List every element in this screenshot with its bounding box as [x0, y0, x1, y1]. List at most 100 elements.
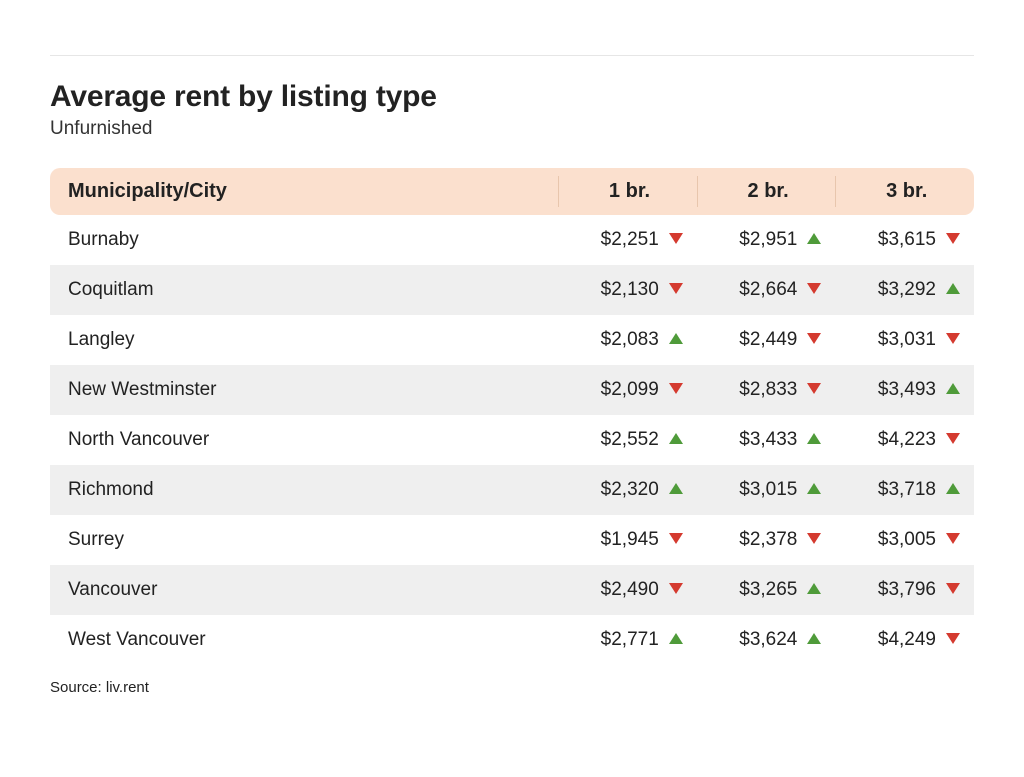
value-cell: $3,265 — [697, 565, 836, 615]
trend-up-icon — [669, 483, 683, 494]
trend-up-icon — [807, 583, 821, 594]
rent-table: Municipality/City 1 br. 2 br. 3 br. Burn… — [50, 168, 974, 665]
value-cell: $2,083 — [558, 315, 697, 365]
source-label: Source: — [50, 679, 102, 696]
source-value: liv.rent — [106, 679, 149, 696]
amount: $2,449 — [727, 329, 797, 351]
table-header: Municipality/City 1 br. 2 br. 3 br. — [50, 168, 974, 215]
col-header-3br: 3 br. — [835, 168, 974, 215]
trend-down-icon — [946, 333, 960, 344]
value-cell: $2,552 — [558, 415, 697, 465]
city-cell: Burnaby — [50, 215, 558, 265]
source-line: Source: liv.rent — [50, 679, 974, 696]
value-cell: $2,771 — [558, 615, 697, 665]
trend-up-icon — [669, 433, 683, 444]
amount: $2,490 — [589, 579, 659, 601]
trend-up-icon — [946, 283, 960, 294]
value-cell: $2,251 — [558, 215, 697, 265]
value-cell: $2,449 — [697, 315, 836, 365]
amount: $4,249 — [866, 629, 936, 651]
trend-down-icon — [807, 383, 821, 394]
city-cell: North Vancouver — [50, 415, 558, 465]
value-cell: $3,005 — [835, 515, 974, 565]
value-cell: $3,718 — [835, 465, 974, 515]
page: Average rent by listing type Unfurnished… — [0, 55, 1024, 696]
city-cell: Richmond — [50, 465, 558, 515]
amount: $3,292 — [866, 279, 936, 301]
trend-down-icon — [946, 433, 960, 444]
amount: $3,624 — [727, 629, 797, 651]
trend-up-icon — [946, 483, 960, 494]
amount: $3,005 — [866, 529, 936, 551]
value-cell: $2,320 — [558, 465, 697, 515]
trend-down-icon — [669, 283, 683, 294]
value-cell: $3,615 — [835, 215, 974, 265]
amount: $2,552 — [589, 429, 659, 451]
amount: $3,015 — [727, 479, 797, 501]
amount: $2,130 — [589, 279, 659, 301]
amount: $2,099 — [589, 379, 659, 401]
trend-down-icon — [669, 383, 683, 394]
table-row: Burnaby $2,251 $2,951 $3,615 — [50, 215, 974, 265]
city-cell: Coquitlam — [50, 265, 558, 315]
col-header-2br: 2 br. — [697, 168, 836, 215]
table-row: Langley $2,083 $2,449 $3,031 — [50, 315, 974, 365]
trend-down-icon — [669, 533, 683, 544]
trend-down-icon — [669, 583, 683, 594]
value-cell: $2,378 — [697, 515, 836, 565]
trend-down-icon — [946, 533, 960, 544]
amount: $3,493 — [866, 379, 936, 401]
table-row: Vancouver $2,490 $3,265 $3,796 — [50, 565, 974, 615]
value-cell: $4,223 — [835, 415, 974, 465]
amount: $2,083 — [589, 329, 659, 351]
value-cell: $2,833 — [697, 365, 836, 415]
trend-up-icon — [946, 383, 960, 394]
city-cell: Langley — [50, 315, 558, 365]
amount: $3,433 — [727, 429, 797, 451]
value-cell: $2,099 — [558, 365, 697, 415]
col-header-city: Municipality/City — [50, 168, 558, 215]
trend-down-icon — [669, 233, 683, 244]
amount: $2,251 — [589, 229, 659, 251]
value-cell: $1,945 — [558, 515, 697, 565]
value-cell: $2,664 — [697, 265, 836, 315]
trend-down-icon — [946, 583, 960, 594]
city-cell: Vancouver — [50, 565, 558, 615]
trend-up-icon — [807, 633, 821, 644]
amount: $2,664 — [727, 279, 797, 301]
table-row: Richmond $2,320 $3,015 $3,718 — [50, 465, 974, 515]
trend-up-icon — [807, 233, 821, 244]
value-cell: $3,433 — [697, 415, 836, 465]
trend-up-icon — [669, 633, 683, 644]
trend-up-icon — [669, 333, 683, 344]
amount: $4,223 — [866, 429, 936, 451]
value-cell: $3,796 — [835, 565, 974, 615]
amount: $2,320 — [589, 479, 659, 501]
value-cell: $2,490 — [558, 565, 697, 615]
top-rule — [50, 55, 974, 56]
amount: $3,615 — [866, 229, 936, 251]
amount: $2,951 — [727, 229, 797, 251]
value-cell: $2,130 — [558, 265, 697, 315]
city-cell: New Westminster — [50, 365, 558, 415]
value-cell: $3,292 — [835, 265, 974, 315]
amount: $2,771 — [589, 629, 659, 651]
table-row: Coquitlam $2,130 $2,664 $3,292 — [50, 265, 974, 315]
amount: $1,945 — [589, 529, 659, 551]
table-row: New Westminster $2,099 $2,833 $3,493 — [50, 365, 974, 415]
value-cell: $3,015 — [697, 465, 836, 515]
amount: $3,031 — [866, 329, 936, 351]
amount: $2,833 — [727, 379, 797, 401]
city-cell: West Vancouver — [50, 615, 558, 665]
trend-down-icon — [946, 233, 960, 244]
trend-up-icon — [807, 483, 821, 494]
col-header-1br: 1 br. — [558, 168, 697, 215]
trend-up-icon — [807, 433, 821, 444]
value-cell: $3,493 — [835, 365, 974, 415]
table-row: Surrey $1,945 $2,378 $3,005 — [50, 515, 974, 565]
value-cell: $2,951 — [697, 215, 836, 265]
trend-down-icon — [946, 633, 960, 644]
amount: $3,718 — [866, 479, 936, 501]
amount: $3,265 — [727, 579, 797, 601]
city-cell: Surrey — [50, 515, 558, 565]
